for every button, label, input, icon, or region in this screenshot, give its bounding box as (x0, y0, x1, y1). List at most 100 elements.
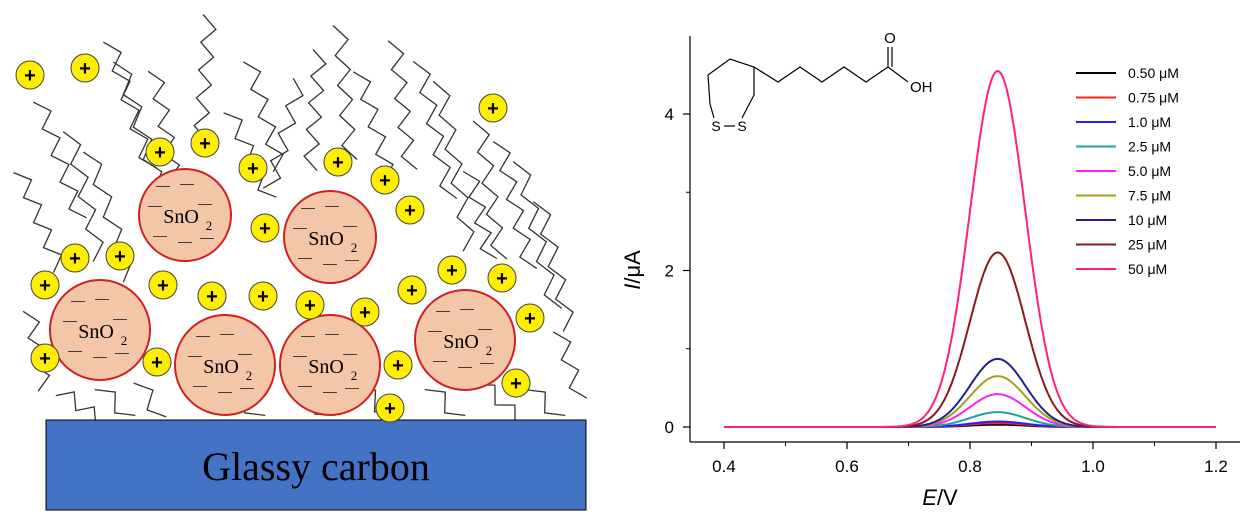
cation-symbol: + (39, 348, 51, 370)
alkyl-chain (424, 388, 466, 417)
cation-symbol: + (157, 275, 169, 297)
x-tick-label: 1.0 (1081, 457, 1105, 476)
cation-body (197, 281, 227, 311)
cation-body (248, 281, 278, 311)
series-line (724, 375, 1216, 428)
cation-symbol: + (114, 246, 126, 268)
anion-mark: — (71, 292, 85, 308)
alkyl-chain (62, 131, 104, 262)
legend-entry: 0.50 μM (1076, 65, 1179, 81)
cation-group: + (105, 241, 135, 271)
cation-symbol: + (206, 286, 218, 308)
legend-label: 5.0 μM (1128, 163, 1171, 179)
cation-group: + (515, 303, 545, 333)
cation-symbol: + (151, 352, 163, 374)
cation-group: + (145, 137, 175, 167)
cation-symbol: + (24, 65, 36, 87)
particle-body (138, 168, 232, 262)
cation-body (397, 275, 427, 305)
x-tick-label: 0.4 (712, 457, 736, 476)
x-tick-label: 0.6 (835, 457, 859, 476)
particle-label-subscript: 2 (246, 368, 253, 383)
y-ticks: 0 2 4 (665, 105, 690, 437)
particle-label-subscript: 2 (121, 333, 128, 348)
particle-label: SnO (443, 331, 479, 353)
anion-mark: — (218, 383, 232, 399)
cation-symbol: + (199, 133, 211, 155)
cation-group: + (397, 275, 427, 305)
cation-symbol: + (359, 302, 371, 324)
cation-body (295, 290, 325, 320)
cation-body (478, 93, 508, 123)
cation-body (323, 147, 353, 177)
legend-entry: 10 μM (1076, 212, 1167, 228)
cation-group: + (15, 60, 45, 90)
y-tick-label: 0 (665, 418, 674, 437)
alkyl-chain (147, 70, 181, 182)
electrode-schematic: Glassy carbon — —— —— — —SnO 2— —— —— — —SnO 2— —— —… (13, 13, 588, 511)
legend-entry: 50 μM (1076, 261, 1167, 277)
series-line (724, 357, 1216, 428)
cation-group: + (295, 290, 325, 320)
legend-label: 7.5 μM (1128, 188, 1171, 204)
sno2-particle: — —— —— — —SnO 2 (138, 168, 232, 262)
alkyl-chain (193, 13, 217, 142)
particle-label-subscript: 2 (351, 240, 358, 255)
alkyl-chains (13, 13, 588, 426)
hydroxyl-bond (887, 66, 909, 83)
y-tick-label: 4 (665, 105, 674, 124)
anion-mark: — (95, 290, 109, 306)
cation-group: + (30, 343, 60, 373)
anion-mark: — (293, 347, 307, 363)
alkyl-chain (432, 80, 475, 252)
sno2-particle: — —— —— — —SnO 2 (174, 314, 276, 416)
cation-body (375, 393, 405, 423)
cation-symbol: + (524, 308, 536, 330)
cation-symbol: + (259, 218, 271, 240)
anion-mark: — (148, 197, 162, 213)
cation-body (30, 270, 60, 300)
cation-body (148, 270, 178, 300)
anion-mark: — (343, 345, 357, 361)
ring-bond (707, 74, 711, 105)
cation-symbol: + (510, 373, 522, 395)
legend-entry: 1.0 μM (1076, 114, 1171, 130)
lipoic-acid-structure (707, 47, 909, 127)
cation-groups: + + + + + + + + + + + + + + + + + + + + + + + + + + + (15, 53, 545, 423)
particle-label-subscript: 2 (206, 218, 213, 233)
anion-mark: — (178, 233, 192, 249)
alkyl-chain (532, 201, 574, 332)
anion-mark: — (238, 345, 252, 361)
cation-body (145, 137, 175, 167)
data-series (724, 70, 1216, 428)
alkyl-chain (352, 71, 394, 183)
cation-group: + (395, 195, 425, 225)
cation-group: + (197, 281, 227, 311)
particle-label-subscript: 2 (351, 368, 358, 383)
cation-body (190, 128, 220, 158)
anion-mark: — (115, 344, 129, 360)
cation-group: + (70, 53, 100, 83)
alkyl-chain (462, 170, 498, 260)
anion-mark: — (325, 325, 339, 341)
cation-body (350, 297, 380, 327)
y-tick-label: 2 (665, 262, 674, 281)
cation-group: + (148, 270, 178, 300)
cation-symbol: + (487, 98, 499, 120)
molecule-oh-label: OH (910, 79, 933, 96)
anion-mark: — (298, 249, 312, 265)
particle-label: SnO (308, 356, 344, 378)
cation-symbol: + (79, 58, 91, 80)
cation-body (515, 303, 545, 333)
cation-body (30, 343, 60, 373)
alkyl-chain (492, 141, 538, 269)
molecule-o-label: O (884, 30, 896, 47)
legend-label: 1.0 μM (1128, 114, 1171, 130)
legend-label: 0.50 μM (1128, 65, 1179, 81)
anion-mark: — (478, 320, 492, 336)
anion-mark: — (345, 379, 359, 395)
cation-body (487, 263, 517, 293)
substrate-label: Glassy carbon (202, 444, 430, 489)
anion-mark: — (433, 352, 447, 368)
anion-mark: — (220, 325, 234, 341)
